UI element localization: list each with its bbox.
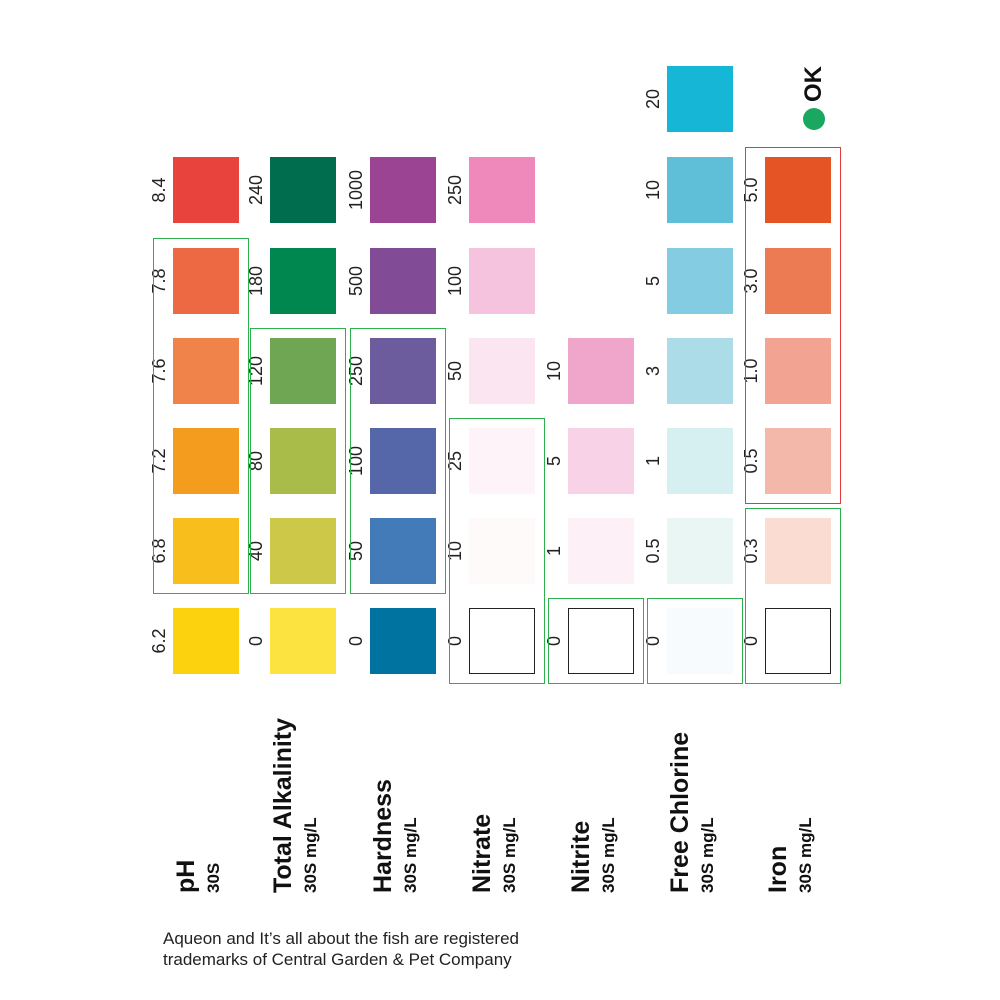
nitrate-pad-value: 50 [445,360,465,382]
trademark-notice: Aqueon and It’s all about the fish are r… [163,928,519,970]
free-chlorine-color-pad [667,518,733,584]
hardness-pad-value: 500 [346,265,366,297]
free-chlorine-pad-value: 3 [643,366,663,377]
ph-color-pad [173,428,239,494]
hardness-green-range-box [350,328,446,594]
ph-pad-value: 8.4 [149,177,169,203]
free-chlorine-color-pad [667,248,733,314]
nitrate-color-pad [469,248,535,314]
ph-pad-value: 6.2 [149,628,169,654]
total-alkalinity-green-range-box [250,328,346,594]
nitrate-color-pad [469,428,535,494]
hardness-color-pad [370,157,436,223]
trademark-line-1: Aqueon and It’s all about the fish are r… [163,929,519,948]
iron-unit: 30S mg/L [796,817,815,893]
free-chlorine-pad-value: 1 [643,456,663,467]
total-alkalinity-pad-value: 240 [246,174,266,206]
iron-color-pad [765,428,831,494]
nitrite-color-pad [568,518,634,584]
free-chlorine-color-pad [667,338,733,404]
iron-red-range-box [745,147,841,504]
hardness-color-pad [370,428,436,494]
total-alkalinity-title: Total Alkalinity [269,717,297,893]
nitrite-color-pad [568,428,634,494]
free-chlorine-title: Free Chlorine [666,731,694,893]
nitrate-unit: 30S mg/L [500,817,519,893]
nitrite-color-pad [568,338,634,404]
hardness-color-pad [370,608,436,674]
hardness-color-pad [370,518,436,584]
nitrate-color-pad [469,608,535,674]
free-chlorine-color-pad [667,66,733,132]
free-chlorine-pad-value: 0.5 [643,538,663,564]
ph-color-pad [173,518,239,584]
total-alkalinity-color-pad [270,338,336,404]
free-chlorine-color-pad [667,157,733,223]
free-chlorine-green-range-box [647,598,743,684]
free-chlorine-color-pad [667,428,733,494]
nitrate-pad-value: 250 [445,174,465,206]
ph-color-pad [173,248,239,314]
hardness-pad-value: 1000 [346,169,366,211]
iron-color-pad [765,518,831,584]
nitrate-color-pad [469,157,535,223]
nitrite-color-pad [568,608,634,674]
total-alkalinity-color-pad [270,608,336,674]
ok-legend: OK [800,66,827,130]
hardness-color-pad [370,248,436,314]
iron-title: Iron [764,845,792,893]
nitrite-pad-value: 1 [544,546,564,557]
nitrate-pad-value: 100 [445,265,465,297]
total-alkalinity-color-pad [270,157,336,223]
nitrate-title: Nitrate [468,813,496,893]
total-alkalinity-pad-value: 0 [246,636,266,647]
hardness-unit: 30S mg/L [401,817,420,893]
hardness-title: Hardness [369,779,397,893]
nitrite-pad-value: 10 [544,360,564,382]
ph-color-pad [173,608,239,674]
nitrate-green-range-box [449,418,545,684]
ok-label: OK [800,66,827,102]
ph-color-pad [173,338,239,404]
total-alkalinity-color-pad [270,428,336,494]
free-chlorine-pad-value: 5 [643,276,663,287]
iron-green-range-box [745,508,841,684]
total-alkalinity-pad-value: 180 [246,265,266,297]
free-chlorine-unit: 30S mg/L [698,817,717,893]
ph-unit: 30S [204,862,223,893]
nitrite-green-range-box [548,598,644,684]
iron-color-pad [765,248,831,314]
iron-color-pad [765,338,831,404]
total-alkalinity-color-pad [270,248,336,314]
ph-color-pad [173,157,239,223]
nitrite-pad-value: 5 [544,456,564,467]
iron-color-pad [765,157,831,223]
ph-green-range-box [153,238,249,594]
ok-dot-icon [803,108,825,130]
hardness-pad-value: 0 [346,636,366,647]
nitrite-title: Nitrite [567,820,595,893]
iron-color-pad [765,608,831,674]
nitrate-color-pad [469,518,535,584]
free-chlorine-color-pad [667,608,733,674]
nitrate-color-pad [469,338,535,404]
total-alkalinity-unit: 30S mg/L [301,817,320,893]
ph-title: pH [172,859,200,893]
trademark-line-2: trademarks of Central Garden & Pet Compa… [163,950,512,969]
total-alkalinity-color-pad [270,518,336,584]
free-chlorine-pad-value: 20 [643,88,663,110]
free-chlorine-pad-value: 10 [643,179,663,201]
hardness-color-pad [370,338,436,404]
nitrite-unit: 30S mg/L [599,817,618,893]
